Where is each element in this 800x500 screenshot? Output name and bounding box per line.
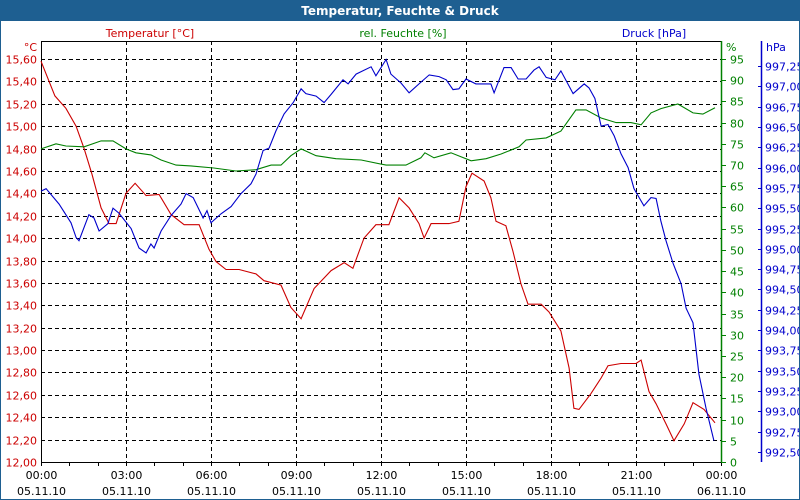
temperature-tick-label: 12,80 xyxy=(6,367,38,380)
pressure-series-line xyxy=(40,58,715,441)
humidity-tick-label: 85 xyxy=(730,96,744,109)
humidity-tick-label: 70 xyxy=(730,160,744,173)
pressure-tick-label: 997,00 xyxy=(765,81,799,94)
humidity-tick-label: 30 xyxy=(730,330,744,343)
humidity-tick-label: 0 xyxy=(730,457,737,470)
temperature-tick-label: 14,00 xyxy=(6,233,38,246)
pressure-tick-label: 996,00 xyxy=(765,163,799,176)
temperature-tick-label: 13,20 xyxy=(6,323,38,336)
temperature-tick-label: 12,00 xyxy=(6,457,38,470)
pressure-tick-label: 994,25 xyxy=(765,305,799,318)
temperature-tick-label: 15,20 xyxy=(6,99,38,112)
temperature-tick-label: 12,40 xyxy=(6,412,38,425)
pressure-tick-label: 992,50 xyxy=(765,447,799,460)
pressure-tick-label: 993,50 xyxy=(765,366,799,379)
temperature-unit-label: °C xyxy=(24,41,38,54)
humidity-tick-label: 40 xyxy=(730,287,744,300)
pressure-tick-label: 996,50 xyxy=(765,122,799,135)
humidity-tick-label: 35 xyxy=(730,309,744,322)
humidity-unit-label: % xyxy=(726,41,736,54)
temperature-tick-label: 12,20 xyxy=(6,435,38,448)
x-tick-date-label: 05.11.10 xyxy=(527,485,576,498)
humidity-tick-label: 60 xyxy=(730,202,744,215)
humidity-tick-label: 20 xyxy=(730,372,744,385)
temperature-tick-label: 14,60 xyxy=(6,166,38,179)
pressure-tick-label: 994,75 xyxy=(765,264,799,277)
x-tick-date-label: 05.11.10 xyxy=(187,485,236,498)
legend-temperature: Temperatur [°C] xyxy=(105,27,194,40)
humidity-tick-label: 5 xyxy=(730,436,737,449)
temperature-tick-label: 13,40 xyxy=(6,300,38,313)
pressure-tick-label: 995,00 xyxy=(765,244,799,257)
humidity-tick-label: 65 xyxy=(730,181,744,194)
x-tick-time-label: 12:00 xyxy=(366,469,398,482)
pressure-tick-label: 994,50 xyxy=(765,284,799,297)
pressure-tick-label: 995,50 xyxy=(765,203,799,216)
temperature-tick-label: 13,60 xyxy=(6,278,38,291)
x-tick-time-label: 15:00 xyxy=(451,469,483,482)
pressure-tick-label: 996,25 xyxy=(765,142,799,155)
humidity-tick-label: 90 xyxy=(730,75,744,88)
temperature-tick-label: 15,00 xyxy=(6,121,38,134)
temperature-series-line xyxy=(40,60,716,442)
humidity-tick-label: 10 xyxy=(730,415,744,428)
temperature-tick-label: 14,80 xyxy=(6,144,38,157)
x-tick-time-label: 21:00 xyxy=(621,469,653,482)
pressure-tick-label: 995,75 xyxy=(765,183,799,196)
temperature-tick-label: 15,40 xyxy=(6,76,38,89)
temperature-tick-label: 14,20 xyxy=(6,211,38,224)
temperature-tick-label: 14,40 xyxy=(6,188,38,201)
legend-humidity: rel. Feuchte [%] xyxy=(359,27,446,40)
legend-pressure: Druck [hPa] xyxy=(622,27,686,40)
pressure-tick-label: 994,00 xyxy=(765,325,799,338)
humidity-tick-label: 15 xyxy=(730,393,744,406)
x-tick-date-label: 05.11.10 xyxy=(272,485,321,498)
x-tick-time-label: 06:00 xyxy=(196,469,228,482)
pressure-tick-label: 993,25 xyxy=(765,386,799,399)
x-tick-time-label: 18:00 xyxy=(536,469,568,482)
temperature-tick-label: 15,60 xyxy=(6,54,38,67)
x-tick-date-label: 05.11.10 xyxy=(102,485,151,498)
pressure-tick-label: 993,00 xyxy=(765,406,799,419)
humidity-tick-label: 25 xyxy=(730,351,744,364)
x-tick-time-label: 03:00 xyxy=(111,469,143,482)
x-tick-date-label: 06.11.10 xyxy=(697,485,746,498)
pressure-unit-label: hPa xyxy=(766,41,786,54)
humidity-tick-label: 95 xyxy=(730,54,744,67)
pressure-tick-label: 995,25 xyxy=(765,224,799,237)
humidity-tick-label: 75 xyxy=(730,139,744,152)
x-tick-date-label: 05.11.10 xyxy=(442,485,491,498)
x-tick-time-label: 09:00 xyxy=(281,469,313,482)
humidity-tick-label: 80 xyxy=(730,118,744,131)
pressure-tick-label: 997,25 xyxy=(765,61,799,74)
pressure-tick-label: 993,75 xyxy=(765,345,799,358)
temperature-tick-label: 13,80 xyxy=(6,256,38,269)
window-title: Temperatur, Feuchte & Druck xyxy=(1,1,799,21)
x-tick-date-label: 05.11.10 xyxy=(612,485,661,498)
x-tick-date-label: 05.11.10 xyxy=(17,485,66,498)
x-tick-time-label: 00:00 xyxy=(706,469,738,482)
humidity-tick-label: 45 xyxy=(730,266,744,279)
temperature-tick-label: 12,60 xyxy=(6,390,38,403)
temperature-tick-label: 13,00 xyxy=(6,345,38,358)
humidity-tick-label: 55 xyxy=(730,224,744,237)
pressure-tick-label: 996,75 xyxy=(765,102,799,115)
humidity-series-line xyxy=(40,103,716,172)
x-tick-time-label: 00:00 xyxy=(26,469,58,482)
humidity-tick-label: 50 xyxy=(730,245,744,258)
pressure-tick-label: 992,75 xyxy=(765,427,799,440)
x-tick-date-label: 05.11.10 xyxy=(357,485,406,498)
